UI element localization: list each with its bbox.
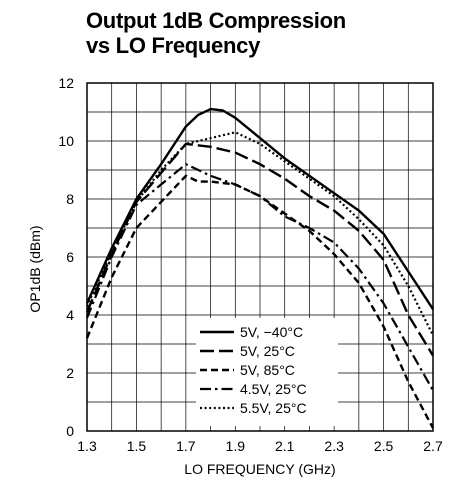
legend-label-3: 5V, 85°C (240, 362, 295, 378)
series-line-1 (85, 107, 435, 310)
legend-label-2: 5V, 25°C (240, 343, 295, 359)
series-line-2 (85, 142, 435, 357)
series-line-4 (85, 163, 434, 391)
series-line-5 (85, 131, 434, 336)
y-tick-labels: 0 2 4 6 8 10 12 (58, 75, 74, 439)
y-tick-label: 8 (66, 191, 74, 207)
chart-title-line-2: vs LO Frequency (86, 33, 261, 58)
legend-label-1: 5V, −40°C (240, 324, 303, 340)
x-tick-label: 2.5 (374, 438, 394, 454)
plot-frame (86, 82, 434, 432)
y-tick-label: 10 (58, 133, 74, 149)
x-tick-label: 2.1 (275, 438, 295, 454)
series-line-3 (85, 174, 435, 429)
chart-title-line-1: Output 1dB Compression (86, 8, 346, 33)
x-axis-label: LO FREQUENCY (GHz) (184, 461, 335, 477)
y-tick-label: 12 (58, 75, 74, 91)
x-tick-label: 1.7 (176, 438, 196, 454)
y-tick-label: 6 (66, 249, 74, 265)
x-tick-label: 2.3 (324, 438, 344, 454)
x-tick-label: 1.5 (127, 438, 147, 454)
legend-label-4: 4.5V, 25°C (240, 381, 307, 397)
x-tick-labels: 1.3 1.5 1.7 1.9 2.1 2.3 2.5 2.7 (77, 438, 443, 454)
y-tick-label: 0 (66, 423, 74, 439)
series-lines (85, 107, 435, 429)
x-tick-label: 1.3 (77, 438, 97, 454)
x-tick-label: 1.9 (226, 438, 246, 454)
y-axis-label: OP1dB (dBm) (27, 225, 43, 312)
chart-title: Output 1dB Compression vs LO Frequency (86, 8, 346, 58)
y-tick-label: 4 (66, 307, 74, 323)
legend-label-5: 5.5V, 25°C (240, 400, 307, 416)
y-tick-label: 2 (66, 365, 74, 381)
x-tick-label: 2.7 (423, 438, 443, 454)
legend: 5V, −40°C 5V, 25°C 5V, 85°C 4.5V, 25°C 5.5V,… (196, 318, 338, 426)
